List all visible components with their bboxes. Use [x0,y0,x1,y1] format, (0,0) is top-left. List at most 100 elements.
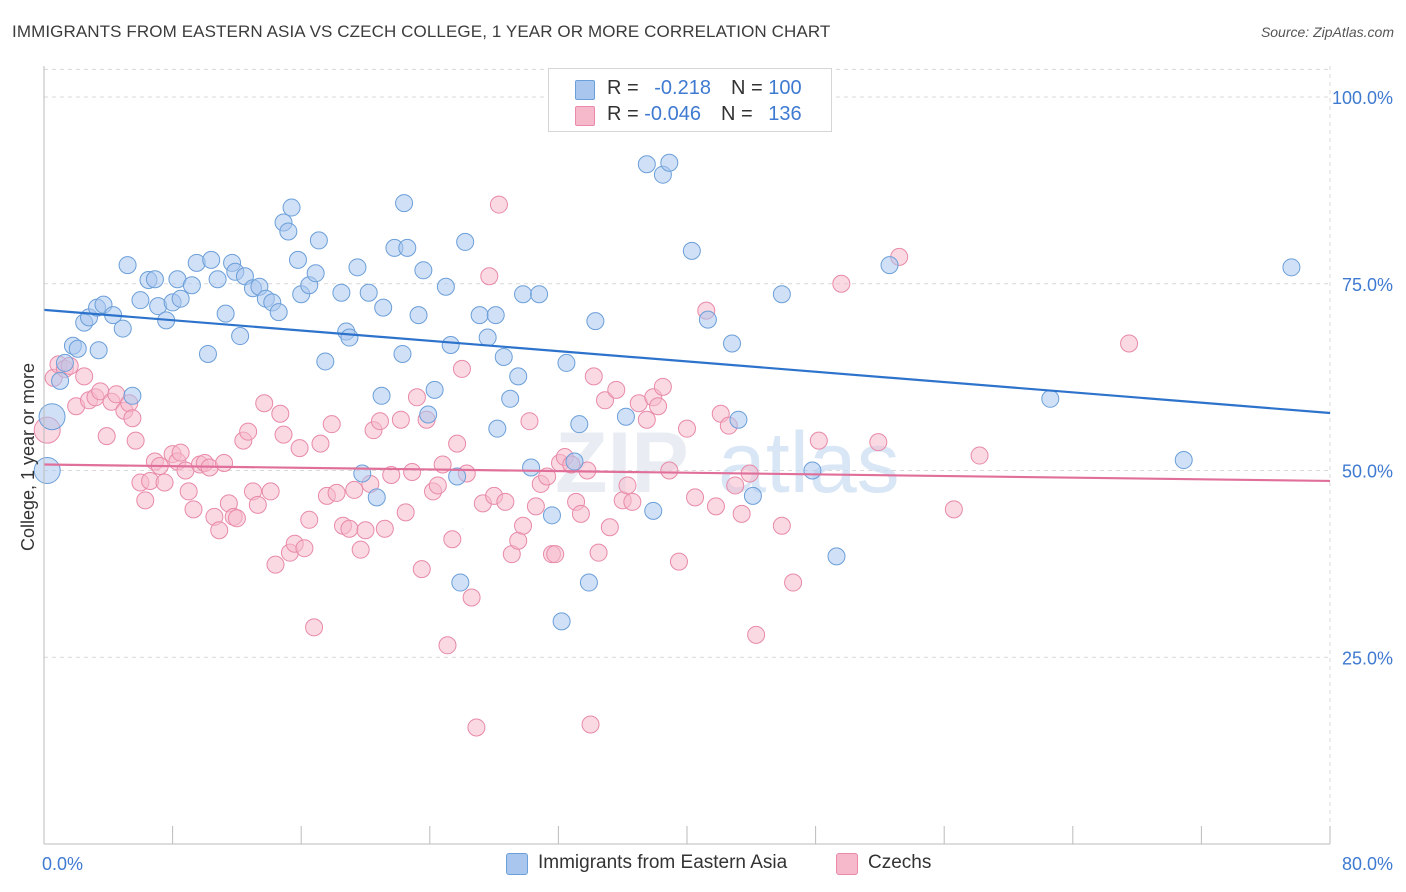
eastern-asia-point [33,457,61,484]
czechs-point [584,367,603,386]
eastern-asia-point [436,277,455,296]
czechs-point [155,473,174,492]
eastern-asia-point [494,347,513,366]
czechs-point [970,446,989,465]
czechs-point [467,718,486,737]
r-label: R = [607,77,645,99]
czechs-point [75,367,94,386]
eastern-asia-point [1174,451,1193,470]
czechs-point [327,483,346,502]
y-axis-label: College, 1 year or more [18,363,38,551]
legend-swatch-pink [836,853,858,875]
czechs-point [496,492,515,511]
czechs-point [215,454,234,473]
eastern-asia-point [398,238,417,257]
eastern-asia-point [269,303,288,322]
czechs-point [311,434,330,453]
eastern-asia-point [579,573,598,592]
eastern-asia-point [348,258,367,277]
czechs-point [184,500,203,519]
legend-item-czechs[interactable]: Czechs [836,852,931,875]
czechs-point [600,518,619,537]
eastern-asia-point [530,285,549,304]
eastern-asia-point [113,319,132,338]
czechs-point [356,521,375,540]
y-tick-label: 100.0% [1332,88,1393,108]
czechs-point [784,573,803,592]
czechs-point [407,388,426,407]
x-tick-label: 80.0% [1342,854,1393,874]
czechs-trend-line [43,463,1331,483]
n-label: N = [730,77,769,99]
czechs-point [171,443,190,462]
czechs-point [345,480,364,499]
czechs-point [391,410,410,429]
czechs-point [322,415,341,434]
czechs-point [403,462,422,481]
eastern-asia-point [586,312,605,331]
czechs-point [706,497,725,516]
eastern-asia-point [306,264,325,283]
czechs-point [443,530,462,549]
czechs-point [623,492,642,511]
eastern-asia-point [451,573,470,592]
legend-swatch-pink [575,106,595,126]
eastern-asia-point [552,612,571,631]
eastern-asia-point [395,194,414,213]
czechs-point [660,461,679,480]
czechs-point [538,467,557,486]
eastern-asia-point [359,283,378,302]
czechs-point [726,476,745,495]
czechs-point [869,433,888,452]
czechs-point [126,431,145,450]
czechs-point [832,274,851,293]
czechs-point [462,588,481,607]
eastern-asia-point [514,285,533,304]
eastern-asia-point [1282,258,1301,277]
eastern-asia-point [171,289,190,308]
czechs-point [653,377,672,396]
eastern-asia-point [288,250,307,269]
eastern-asia-point [637,155,656,174]
legend-label: Immigrants from Eastern Asia [538,852,788,873]
axes [43,66,1331,845]
y-tick-labels: 25.0% 50.0% 75.0% 100.0% [1332,88,1393,668]
czechs-point [571,504,590,523]
czechs-point [669,552,688,571]
eastern-asia-point [51,371,70,390]
czechs-point [123,409,142,428]
eastern-asia-point [470,306,489,325]
eastern-asia-point [414,261,433,280]
eastern-asia-point [565,452,584,471]
eastern-asia-point [803,461,822,480]
y-tick-label: 75.0% [1342,275,1393,295]
eastern-asia-point [743,486,762,505]
eastern-asia-point [279,222,298,241]
czechs-point [428,476,447,495]
eastern-asia-point [723,334,742,353]
czechs-point [382,465,401,484]
eastern-asia-point [68,339,87,358]
eastern-asia-point [542,506,561,525]
eastern-asia-point [1041,389,1060,408]
eastern-asia-point [509,367,528,386]
eastern-asia-point [216,304,235,323]
czechs-point [772,516,791,535]
eastern-asia-point [501,389,520,408]
eastern-asia-point [486,306,505,325]
eastern-asia-point [570,415,589,434]
czechs-point [452,359,471,378]
eastern-asia-point [55,353,74,372]
czechs-point [678,419,696,438]
legend-item-eastern-asia[interactable]: Immigrants from Eastern Asia [506,852,788,875]
czechs-point [448,434,467,453]
czechs-point [596,391,615,410]
czechs-point [520,412,539,431]
legend-swatch-blue [506,853,528,875]
eastern-asia-point [282,198,301,217]
eastern-asia-point [409,306,428,325]
eastern-asia-point [316,352,335,371]
x-tick-label: 0.0% [42,854,83,874]
czechs-point [227,509,246,528]
czechs-point [480,267,499,286]
